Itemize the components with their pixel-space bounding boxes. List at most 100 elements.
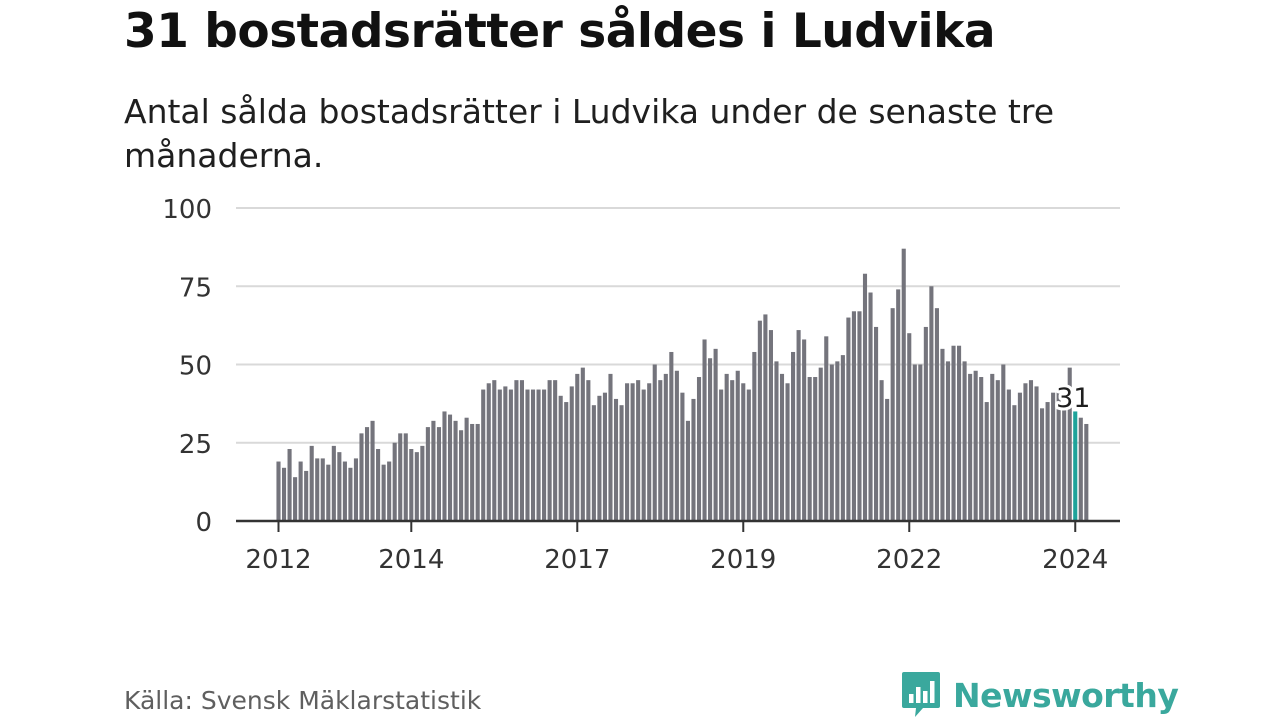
bar — [774, 361, 779, 521]
bar — [708, 358, 713, 521]
bar — [862, 273, 868, 521]
bar — [320, 458, 325, 521]
bar — [824, 336, 829, 521]
bar — [1040, 408, 1045, 521]
bar — [348, 467, 353, 521]
bar — [326, 464, 331, 521]
bar — [984, 402, 989, 521]
bar — [713, 348, 718, 521]
gridlines — [236, 207, 1120, 444]
x-tick-label: 2012 — [245, 545, 311, 575]
bar — [835, 361, 840, 521]
bar — [287, 449, 292, 521]
bar-highlight — [1073, 411, 1078, 521]
bar — [791, 351, 796, 521]
bar — [514, 380, 519, 521]
bar — [641, 389, 646, 521]
bar — [381, 464, 386, 521]
bar — [470, 423, 475, 521]
bar — [536, 389, 541, 521]
bar — [315, 458, 320, 521]
bar — [542, 389, 547, 521]
bar — [768, 330, 773, 521]
x-tick-label: 2024 — [1042, 545, 1108, 575]
bar — [508, 389, 513, 521]
bar — [337, 452, 342, 521]
bar — [779, 373, 785, 521]
bar — [575, 373, 580, 521]
bar — [990, 373, 995, 521]
bar — [497, 389, 502, 521]
bar — [1078, 417, 1083, 521]
brand-logo[interactable]: Newsworthy — [901, 670, 1179, 720]
bar — [553, 380, 558, 521]
bar — [1056, 389, 1061, 521]
bar — [425, 427, 430, 521]
bar — [276, 461, 281, 521]
bar — [735, 370, 740, 521]
bar — [558, 395, 563, 521]
bar — [979, 377, 984, 521]
bar — [1012, 405, 1017, 521]
bar — [1028, 380, 1034, 521]
bar — [874, 326, 879, 521]
bar — [691, 398, 696, 521]
bar — [652, 364, 657, 521]
bar — [1017, 392, 1022, 521]
bar — [475, 423, 480, 521]
bar — [459, 430, 464, 521]
bar — [1062, 408, 1067, 521]
bar — [519, 380, 524, 521]
bar — [658, 380, 663, 521]
bar — [940, 348, 945, 521]
bar — [281, 467, 287, 521]
bar — [547, 380, 552, 521]
bar — [586, 380, 591, 521]
bar — [342, 461, 347, 521]
bar — [431, 420, 436, 521]
bar — [359, 433, 364, 521]
bar — [757, 320, 762, 521]
y-tick-label: 25 — [179, 430, 212, 460]
bar-chart: 0 25 50 75 100 2012 2014 2017 2019 2022 2024 31 — [162, 195, 1120, 575]
bar — [1084, 423, 1089, 521]
bar — [304, 470, 309, 521]
bar — [912, 364, 917, 521]
bar — [907, 333, 912, 521]
brand-name: Newsworthy — [953, 675, 1179, 715]
bar — [376, 449, 381, 521]
bar — [564, 402, 569, 521]
highlight-data-label: 31 — [1056, 383, 1090, 414]
bar — [818, 367, 823, 521]
bar — [436, 427, 442, 521]
bar — [973, 370, 978, 521]
x-tick-label: 2019 — [710, 545, 776, 575]
bar — [503, 386, 508, 521]
bar — [403, 433, 408, 521]
newsworthy-logo-icon — [902, 672, 940, 717]
bar — [785, 383, 790, 521]
bar — [951, 345, 956, 521]
bar — [420, 445, 425, 521]
bar — [398, 433, 403, 521]
bar — [1001, 364, 1006, 521]
bar — [868, 292, 873, 521]
bar — [492, 380, 497, 521]
bar — [636, 380, 641, 521]
bar — [364, 427, 370, 521]
bar — [680, 392, 685, 521]
bar — [802, 339, 807, 521]
bar — [724, 373, 729, 521]
bar — [309, 445, 314, 521]
bar — [647, 383, 652, 521]
bar — [298, 461, 303, 521]
bar — [453, 420, 458, 521]
annotations: 31 — [1053, 380, 1093, 417]
bar — [525, 389, 530, 521]
bar — [829, 364, 834, 521]
bar — [1067, 367, 1072, 521]
bar — [934, 308, 939, 521]
bar — [763, 314, 768, 521]
bar — [619, 405, 624, 521]
bar — [464, 417, 469, 521]
